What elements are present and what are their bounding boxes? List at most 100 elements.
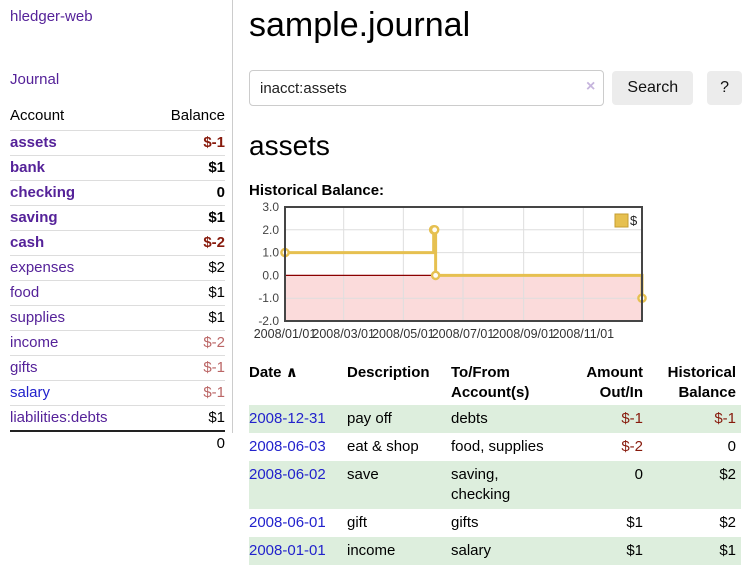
sidebar-divider: [232, 0, 233, 433]
account-link-salary[interactable]: salary: [10, 384, 51, 401]
accounts-table: Account Balance assets $-1 bank $1 checking 0…: [10, 104, 225, 456]
app-title-link[interactable]: hledger-web: [10, 8, 93, 25]
account-cell: assets: [10, 130, 149, 156]
search-input[interactable]: [249, 70, 605, 106]
transaction-row: 2008-06-03 eat & shop food, supplies $-2 0: [249, 433, 741, 461]
page-title: sample.journal: [249, 6, 471, 44]
account-row: income $-2: [10, 330, 225, 356]
account-cell: bank: [10, 155, 149, 181]
transaction-date-cell: 2008-06-01: [249, 509, 347, 537]
account-link-food[interactable]: food: [10, 284, 40, 301]
account-row: expenses $2: [10, 255, 225, 281]
account-link-cash[interactable]: cash: [10, 234, 45, 251]
search-form: × Search ?: [249, 70, 742, 106]
account-balance: $1: [148, 280, 225, 306]
transaction-historical-balance: $2: [719, 466, 736, 483]
transaction-historical-balance: 0: [727, 438, 736, 455]
account-link-assets[interactable]: assets: [10, 134, 57, 151]
accounts-total-row: 0: [10, 430, 225, 456]
chart-legend-swatch: [614, 213, 629, 228]
transaction-row: 2008-01-01 income salary $1 $1: [249, 537, 741, 565]
account-balance: $2: [148, 255, 225, 281]
account-cell: gifts: [10, 355, 149, 381]
account-cell: expenses: [10, 255, 149, 281]
account-balance: $1: [148, 405, 225, 431]
transaction-date-cell: 2008-06-02: [249, 461, 347, 509]
transaction-historical-balance: $2: [719, 514, 736, 531]
accounts-header-account: Account: [10, 107, 65, 124]
chart-ytick-label: -2.0: [258, 314, 279, 328]
sidebar: hledger-web Journal Account Balance asse…: [0, 0, 233, 582]
account-balance: $1: [148, 205, 225, 231]
main-content: sample.journal × Search ? assets Histori…: [233, 0, 742, 582]
account-cell: income: [10, 330, 149, 356]
transaction-date-link[interactable]: 2008-06-03: [249, 438, 326, 455]
chart-xtick-label: 2008/07/01: [432, 327, 495, 341]
sidebar-item-journal[interactable]: Journal: [10, 71, 60, 88]
transaction-amount: $1: [626, 542, 643, 559]
transaction-description: save: [347, 466, 379, 483]
transaction-date-link[interactable]: 2008-06-01: [249, 514, 326, 531]
account-balance: $-2: [148, 230, 225, 256]
transaction-date-link[interactable]: 2008-06-02: [249, 466, 326, 483]
chart-xtick-label: 2008/09/01: [492, 327, 555, 341]
account-row: gifts $-1: [10, 355, 225, 381]
transaction-accounts: debts: [451, 410, 488, 427]
transaction-accounts: gifts: [451, 514, 479, 531]
help-button[interactable]: ?: [707, 71, 742, 105]
transaction-row: 2008-06-01 gift gifts $1 $2: [249, 509, 741, 537]
account-cell: checking: [10, 180, 149, 206]
transaction-amount: $1: [626, 514, 643, 531]
clear-search-icon[interactable]: ×: [586, 78, 596, 95]
account-row: saving $1: [10, 205, 225, 231]
transaction-description: gift: [347, 514, 368, 531]
transaction-date-link[interactable]: 2008-01-01: [249, 542, 326, 559]
accounts-table-header-row: Account Balance: [10, 104, 225, 131]
transaction-date-link[interactable]: 2008-12-31: [249, 410, 326, 427]
search-box: ×: [249, 70, 605, 106]
account-link-gifts[interactable]: gifts: [10, 359, 38, 376]
account-cell: supplies: [10, 305, 149, 331]
transaction-row: 2008-12-31 pay off debts $-1 $-1: [249, 405, 741, 433]
account-balance: 0: [148, 180, 225, 206]
account-link-bank[interactable]: bank: [10, 159, 46, 176]
account-cell: salary: [10, 380, 149, 406]
chart-xtick-label: 2008/03/01: [312, 327, 375, 341]
transaction-date-cell: 2008-06-03: [249, 433, 347, 461]
accounts-header-balance: Balance: [170, 107, 225, 124]
account-link-expenses[interactable]: expenses: [10, 259, 75, 276]
transaction-amount: $-2: [621, 438, 643, 455]
register-header-date[interactable]: Date ∧: [249, 361, 347, 405]
account-cell: saving: [10, 205, 149, 231]
search-button[interactable]: Search: [612, 71, 694, 105]
chart-xtick-label: 2008/01/01: [254, 327, 317, 341]
transaction-amount: 0: [634, 466, 643, 483]
account-balance: $1: [148, 305, 225, 331]
chart-xtick-label: 2008/05/01: [372, 327, 435, 341]
account-link-checking[interactable]: checking: [10, 184, 76, 201]
accounts-total-spacer: [10, 430, 149, 456]
account-balance: $1: [148, 155, 225, 181]
account-row: assets $-1: [10, 130, 225, 156]
transaction-row: 2008-06-02 save saving, checking 0 $2: [249, 461, 741, 509]
account-link-income[interactable]: income: [10, 334, 59, 351]
chart-data-marker: [429, 224, 440, 235]
transaction-historical-balance: $1: [719, 542, 736, 559]
transaction-accounts: food, supplies: [451, 438, 544, 455]
chart-data-marker: [430, 270, 441, 281]
register-table: Date ∧ Description To/From Account(s) Am…: [249, 361, 741, 565]
account-row: supplies $1: [10, 305, 225, 331]
account-row: salary $-1: [10, 380, 225, 406]
register-header-historical: Historical Balance: [667, 364, 736, 401]
account-link-saving[interactable]: saving: [10, 209, 58, 226]
account-row: food $1: [10, 280, 225, 306]
account-link-liabilities-debts[interactable]: liabilities:debts: [10, 409, 108, 426]
account-link-supplies[interactable]: supplies: [10, 309, 66, 326]
account-balance: $-2: [148, 330, 225, 356]
transaction-accounts: salary: [451, 542, 492, 559]
chart-title: Historical Balance:: [249, 182, 385, 199]
account-row: liabilities:debts $1: [10, 405, 225, 431]
chart-ytick-label: 2.0: [262, 223, 279, 237]
account-cell: liabilities:debts: [10, 405, 149, 431]
